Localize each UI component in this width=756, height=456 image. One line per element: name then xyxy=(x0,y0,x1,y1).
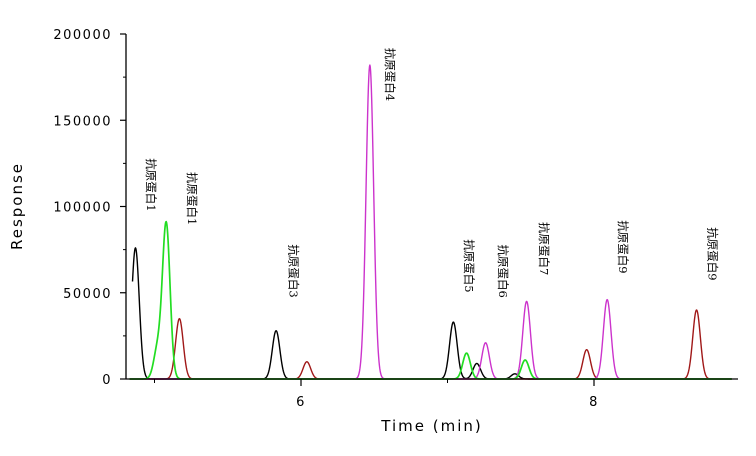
peak-label: 抗原蛋白6 xyxy=(496,244,510,297)
series-line xyxy=(131,247,733,380)
peak-label: 抗原蛋白4 xyxy=(383,48,397,101)
y-tick-label: 50000 xyxy=(63,287,112,302)
axes xyxy=(125,34,738,380)
peak-label: 抗原蛋白9 xyxy=(705,227,719,280)
x-tick-label: 6 xyxy=(296,395,306,410)
y-tick-label: 150000 xyxy=(53,114,112,129)
y-axis-title: Response xyxy=(8,162,26,250)
y-tick-label: 200000 xyxy=(53,28,112,43)
y-tick-label: 0 xyxy=(102,373,112,388)
peak-label: 抗原蛋白7 xyxy=(537,222,551,275)
peak-label: 抗原蛋白1 xyxy=(144,158,158,211)
x-tick-label: 8 xyxy=(589,395,599,410)
series-line xyxy=(129,64,733,380)
peak-labels: 抗原蛋白1 抗原蛋白1 抗原蛋白3 抗原蛋白4 抗原蛋白5 抗原蛋白6 抗原蛋白7 抗原蛋白9… xyxy=(144,48,719,298)
x-axis-title: Time (min) xyxy=(380,417,482,435)
series-line xyxy=(129,220,733,380)
peak-label: 抗原蛋白3 xyxy=(286,244,300,297)
peak-label: 抗原蛋白9 xyxy=(616,220,630,273)
peak-label: 抗原蛋白1 xyxy=(185,172,199,225)
series-layer xyxy=(129,64,733,380)
series-line xyxy=(129,309,733,380)
ticks: 0 50000 100000 150000 200000 6 8 xyxy=(53,28,599,410)
y-tick-label: 100000 xyxy=(53,201,112,216)
peak-label: 抗原蛋白5 xyxy=(462,239,476,292)
